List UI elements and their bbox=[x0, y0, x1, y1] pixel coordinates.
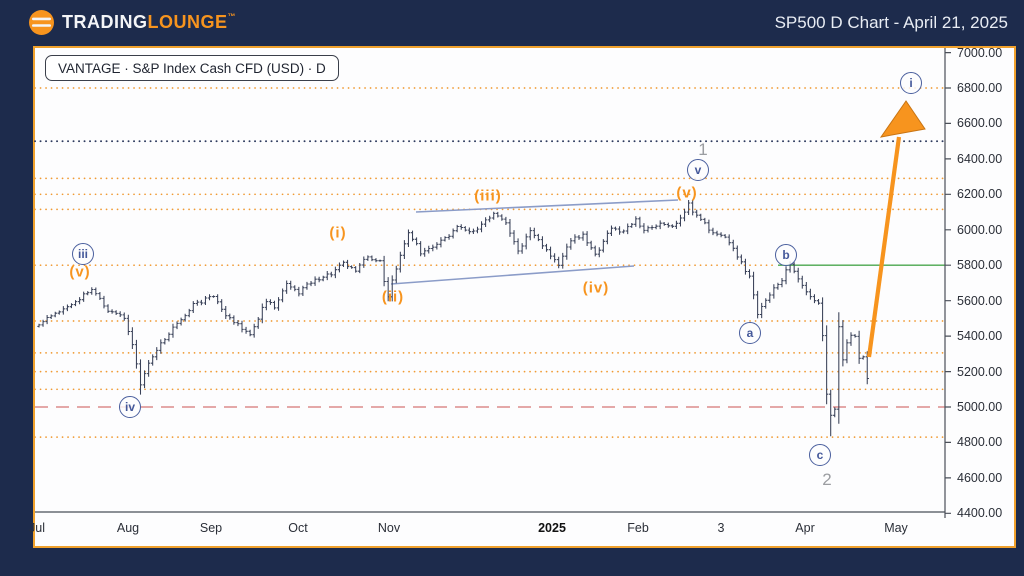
wave-label-v-orange: (v) bbox=[676, 184, 698, 202]
x-axis-label-Nov[interactable]: Nov bbox=[377, 521, 401, 535]
x-axis-label-Sep[interactable]: Sep bbox=[199, 521, 223, 535]
x-axis-label-Jul[interactable]: Jul bbox=[29, 521, 45, 535]
x-axis-label-2025[interactable]: 2025 bbox=[538, 521, 566, 535]
wave-label-iv-orange: (iv) bbox=[582, 279, 610, 297]
projection-arrow-head bbox=[879, 100, 926, 138]
projection-arrow-shaft bbox=[866, 136, 902, 358]
wave-label-iii-circled: iii bbox=[72, 243, 94, 265]
y-axis-label-5800[interactable]: 5800.00 bbox=[957, 258, 1003, 273]
tradinglounge-logo-icon bbox=[29, 10, 54, 35]
wave-label-1-gray: 1 bbox=[698, 140, 708, 159]
wave-label-i-circled: i bbox=[900, 72, 922, 94]
page-title: SP500 D Chart - April 21, 2025 bbox=[774, 12, 1008, 32]
chart-panel bbox=[33, 46, 1016, 548]
header-bar: TRADINGLOUNGE™ SP500 D Chart - April 21,… bbox=[0, 0, 1024, 45]
y-axis-label-6600[interactable]: 6600.00 bbox=[957, 116, 1003, 131]
wave-label-v-orange: (v) bbox=[69, 263, 91, 281]
x-axis-label-Oct[interactable]: Oct bbox=[288, 521, 308, 535]
x-axis-label-Apr[interactable]: Apr bbox=[795, 521, 815, 535]
x-axis-label-3[interactable]: 3 bbox=[717, 521, 725, 535]
wave-label-2-gray: 2 bbox=[822, 470, 832, 489]
y-axis-label-7000[interactable]: 7000.00 bbox=[957, 45, 1003, 60]
y-axis-label-5200[interactable]: 5200.00 bbox=[957, 364, 1003, 379]
y-axis-label-6400[interactable]: 6400.00 bbox=[957, 151, 1003, 166]
x-axis-label-Aug[interactable]: Aug bbox=[116, 521, 140, 535]
y-axis-label-6200[interactable]: 6200.00 bbox=[957, 187, 1003, 202]
trend-channel-line-2 bbox=[390, 265, 635, 285]
price-bars bbox=[37, 199, 869, 437]
y-axis-label-5600[interactable]: 5600.00 bbox=[957, 293, 1003, 308]
y-axis-label-6800[interactable]: 6800.00 bbox=[957, 81, 1003, 95]
y-axis-label-4400[interactable]: 4400.00 bbox=[957, 506, 1003, 521]
symbol-label[interactable]: VANTAGE · S&P Index Cash CFD (USD) · D bbox=[45, 55, 339, 81]
y-axis-label-4800[interactable]: 4800.00 bbox=[957, 435, 1003, 450]
x-axis-label-Feb[interactable]: Feb bbox=[627, 521, 649, 535]
tradinglounge-logo[interactable]: TRADINGLOUNGE™ bbox=[28, 9, 236, 36]
wave-label-ii-orange: (ii) bbox=[381, 288, 405, 306]
trend-channel-line-1 bbox=[415, 199, 679, 213]
wave-label-iv-circled: iv bbox=[119, 396, 141, 418]
logo-wordmark: TRADINGLOUNGE™ bbox=[62, 12, 237, 32]
x-axis-label-May[interactable]: May bbox=[884, 521, 908, 535]
y-axis-label-6000[interactable]: 6000.00 bbox=[957, 222, 1003, 237]
y-axis-label-5400[interactable]: 5400.00 bbox=[957, 329, 1003, 344]
wave-label-b-circled: b bbox=[775, 244, 797, 266]
wave-label-a-circled: a bbox=[739, 322, 761, 344]
wave-label-iii-orange: (iii) bbox=[474, 187, 502, 205]
y-axis-label-5000[interactable]: 5000.00 bbox=[957, 399, 1003, 414]
y-axis-tick-marks bbox=[945, 52, 951, 514]
wave-label-v-circled: v bbox=[687, 159, 709, 181]
wave-label-i-orange: (i) bbox=[329, 224, 347, 242]
wave-label-c-circled: c bbox=[809, 444, 831, 466]
y-axis-label-4600[interactable]: 4600.00 bbox=[957, 470, 1003, 485]
